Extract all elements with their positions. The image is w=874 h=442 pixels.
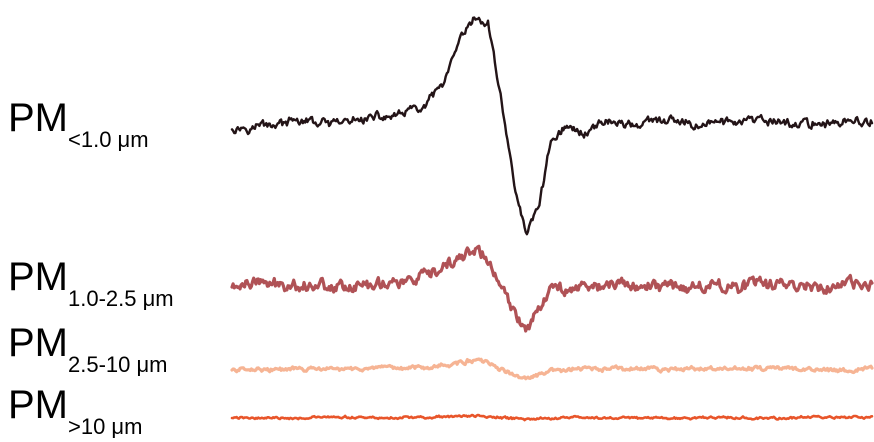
label-pm-2-5-10: PM2.5-10 μm [8,321,168,377]
label-pm-gt10: PM>10 μm [8,383,143,439]
label-pm-lt1: PM<1.0 μm [8,96,149,152]
trace-pm-1-2-5 [230,244,874,333]
label-pm-1-2-5: PM1.0-2.5 μm [8,255,174,311]
trace-pm-2-5-10 [230,357,874,381]
trace-pm-gt10 [230,413,874,422]
trace-pm-lt1 [230,16,874,236]
